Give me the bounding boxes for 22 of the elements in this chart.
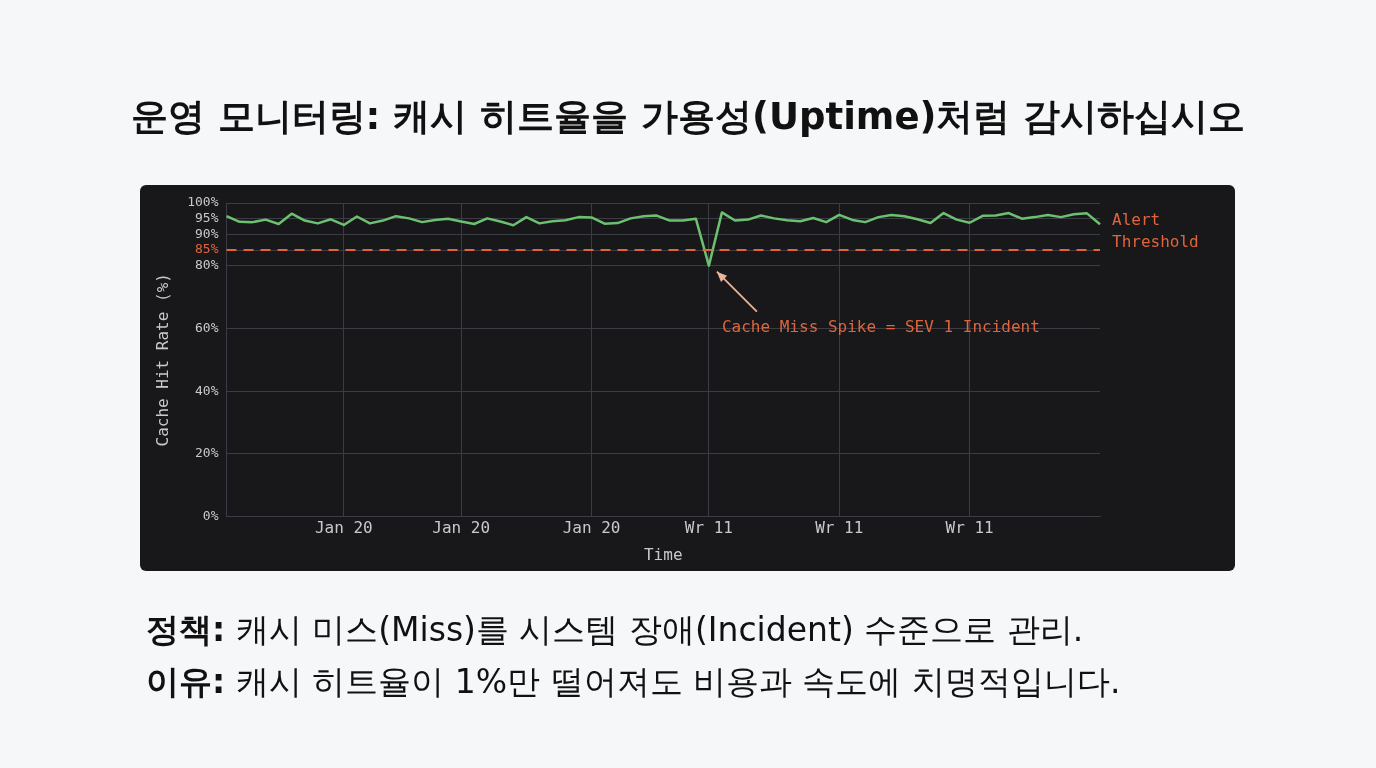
y-tick-label: 0% — [202, 507, 219, 523]
y-axis-title: Cache Hit Rate (%) — [152, 273, 172, 447]
y-tick-label: 100% — [187, 194, 219, 210]
y-tick-label: 20% — [195, 445, 219, 461]
chart-title: 운영 모니터링: 캐시 히트율을 가용성(Uptime)처럼 감시하십시오 — [129, 94, 1247, 140]
y-tick-label: 85% — [195, 241, 219, 257]
x-tick-label: Jan 20 — [314, 518, 373, 538]
y-tick-label: 60% — [195, 319, 219, 335]
y-tick-label: 40% — [195, 382, 219, 398]
y-tick-label: 80% — [195, 257, 219, 273]
x-tick-label: Wr 11 — [815, 518, 864, 538]
x-axis-title: Time — [643, 544, 683, 564]
x-tick-label: Jan 20 — [432, 518, 491, 538]
x-tick-label: Wr 11 — [684, 518, 733, 538]
x-tick-label: Wr 11 — [945, 518, 994, 538]
annotation: Cache Miss Spike = SEV 1 Incident — [721, 316, 1040, 336]
ref-line-label: Alert Threshold — [1112, 210, 1199, 252]
y-tick-label: 90% — [195, 225, 219, 241]
y-tick-label: 95% — [195, 210, 219, 226]
text: 정책: 캐시 미스(Miss)를 시스템 장애(Incident) 수준으로 관리. — [146, 610, 1084, 649]
x-tick-label: Jan 20 — [562, 518, 621, 538]
text: 이유: 캐시 히트율이 1%만 떨어져도 비용과 속도에 치명적입니다. — [146, 662, 1121, 701]
